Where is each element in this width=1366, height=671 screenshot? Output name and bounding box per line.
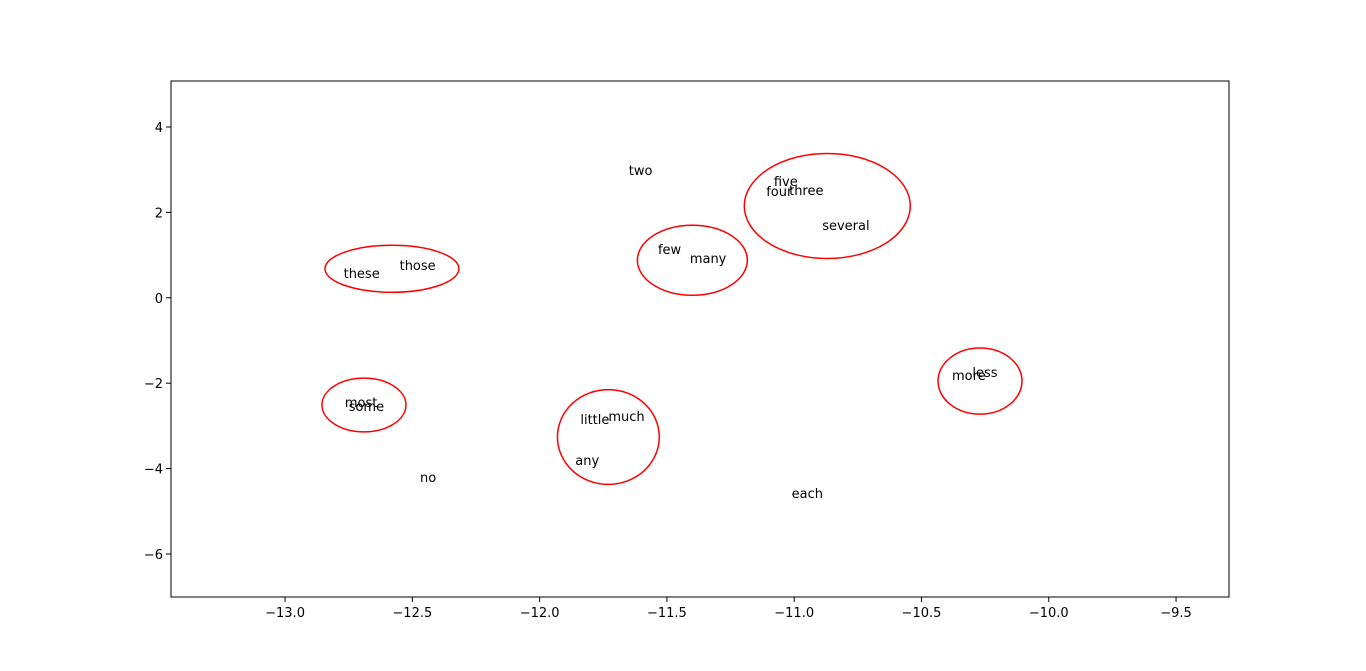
x-tick-label: −13.0 [265,606,305,621]
word-label: four [766,185,793,200]
cluster-ellipse [556,388,661,486]
x-tick-label: −11.0 [774,606,814,621]
y-tick-label: 0 [155,292,163,307]
y-tick-label: −4 [144,463,163,478]
y-tick-label: −6 [144,548,163,563]
word-label: those [400,259,436,274]
y-tick-label: 4 [155,121,163,136]
word-label: less [972,366,997,381]
word-label: no [420,471,436,486]
word-label: more [952,369,986,384]
word-label: some [349,400,384,415]
plot-frame [170,80,1230,598]
word-label: any [575,454,599,469]
word-label: several [822,219,869,234]
word-label: each [792,487,823,502]
word-label: three [789,184,823,199]
x-tick-label: −11.5 [647,606,687,621]
cluster-ellipse [324,244,460,293]
cluster-ellipse [937,347,1023,415]
y-tick-label: 2 [155,206,163,221]
x-tick-label: −10.5 [902,606,942,621]
cluster-ellipse [743,152,912,260]
word-label: much [608,410,644,425]
word-label: two [629,164,653,179]
word-label: these [344,267,380,282]
word-label: five [774,175,798,190]
cluster-ellipse [636,224,749,296]
x-tick-label: −10.0 [1029,606,1069,621]
word-label: most [345,396,378,411]
y-tick-label: −2 [144,377,163,392]
word-label: little [580,413,609,428]
x-tick-label: −12.0 [520,606,560,621]
x-tick-label: −12.5 [392,606,432,621]
x-tick-label: −9.5 [1160,606,1192,621]
word-label: few [658,243,682,258]
word-label: many [690,252,727,267]
cluster-ellipse [321,377,407,433]
